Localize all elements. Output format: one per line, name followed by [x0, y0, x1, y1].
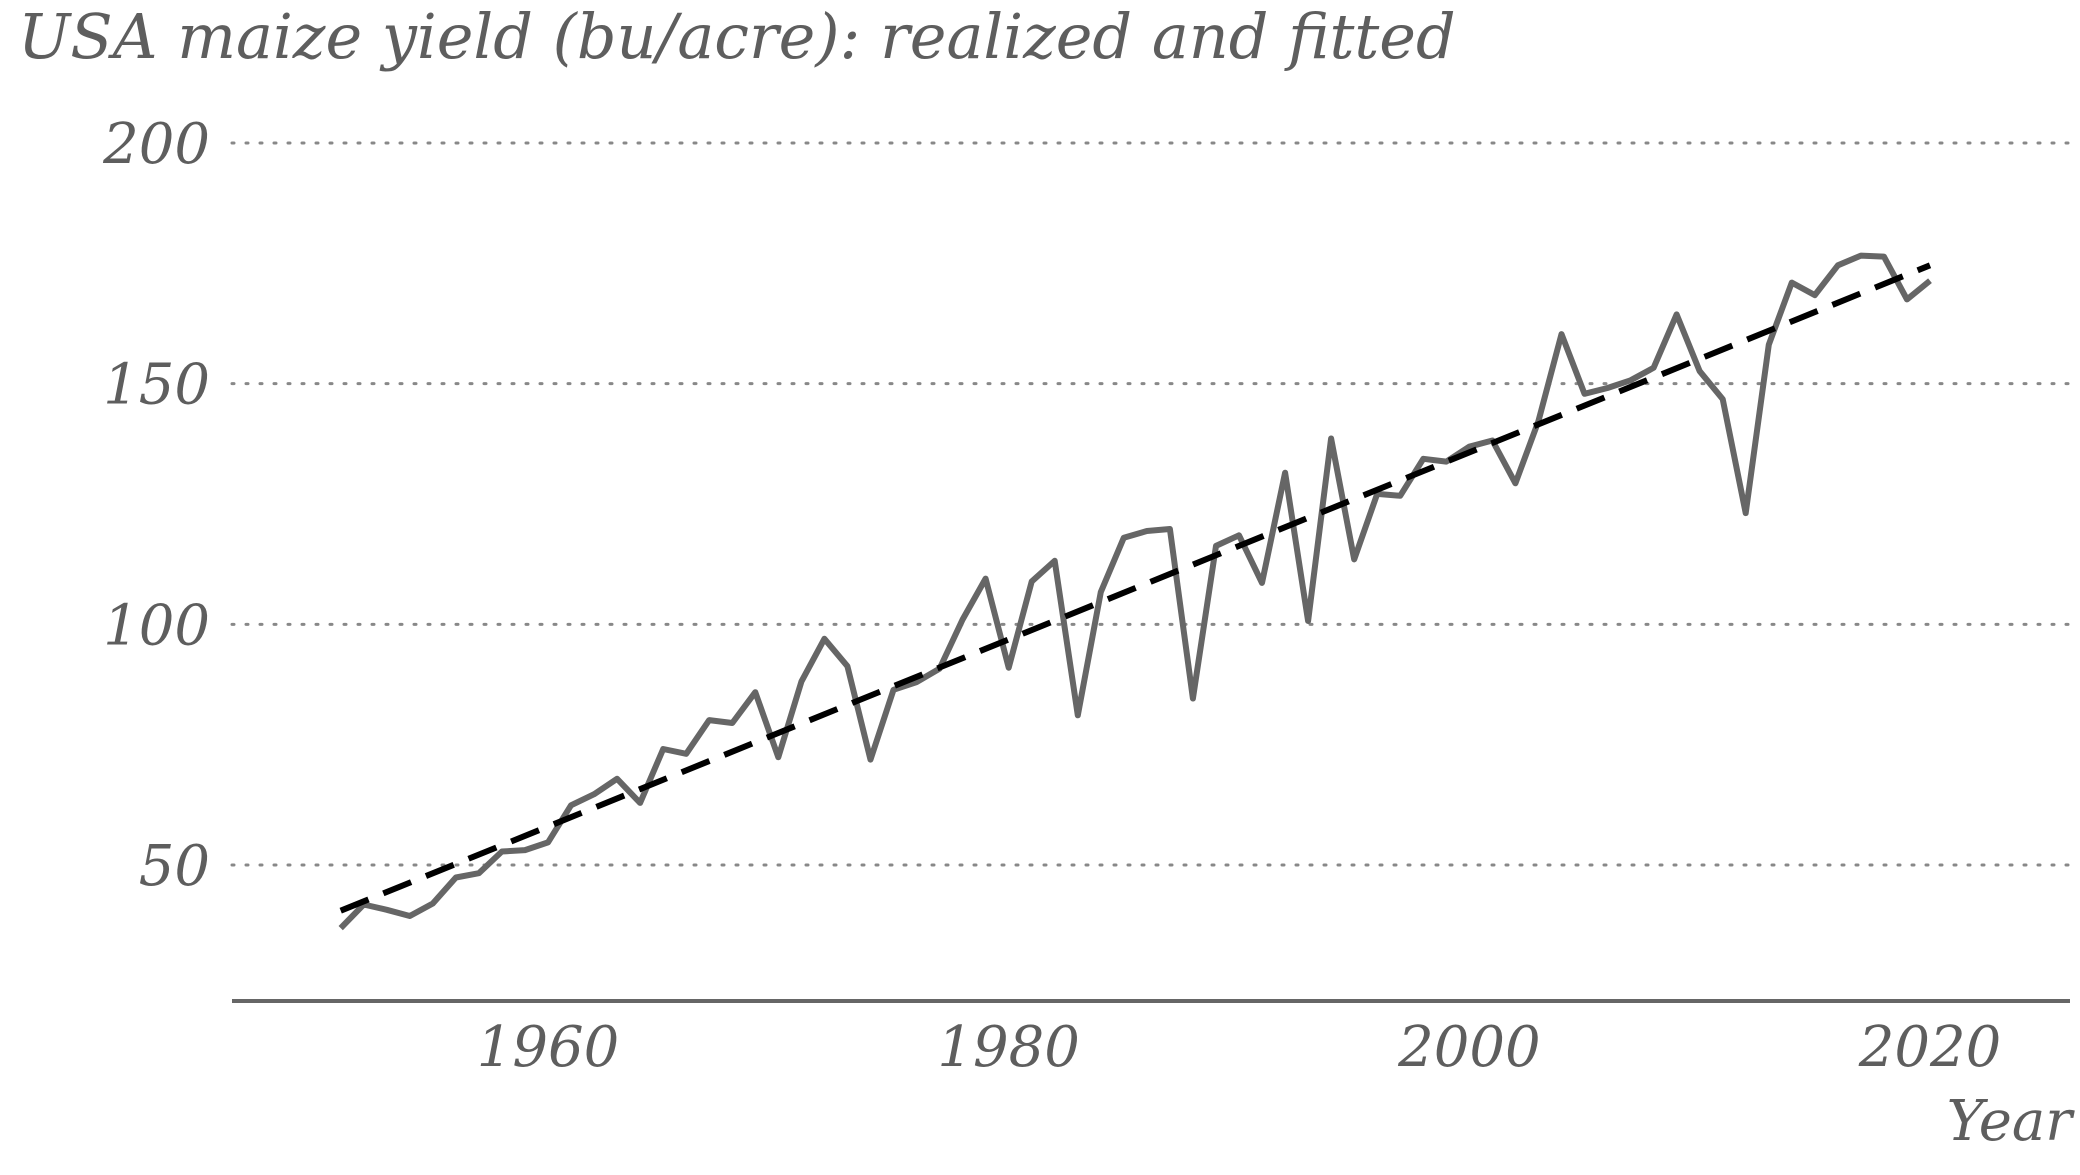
- data-point: [706, 717, 712, 723]
- data-point: [1720, 396, 1726, 402]
- data-point: [1559, 331, 1565, 337]
- data-point: [1512, 480, 1518, 486]
- data-point: [1651, 365, 1657, 371]
- data-point: [407, 913, 413, 919]
- x-tick-label: 2020: [1858, 1015, 2002, 1080]
- y-tick-label: 100: [103, 593, 210, 658]
- x-tick-label: 1960: [477, 1015, 620, 1080]
- y-tick-label: 200: [102, 112, 210, 177]
- data-point: [1259, 580, 1265, 586]
- data-point: [430, 901, 436, 907]
- chart-title: USA maize yield (bu/acre): realized and …: [18, 0, 1456, 73]
- data-point: [384, 907, 390, 913]
- data-point: [983, 576, 989, 582]
- data-point: [960, 617, 966, 623]
- data-point: [338, 925, 344, 931]
- data-point: [1121, 535, 1127, 541]
- data-point: [1927, 278, 1933, 284]
- data-point: [1881, 254, 1887, 260]
- data-point: [591, 791, 597, 797]
- x-axis-label: Year: [1947, 1089, 2076, 1154]
- data-point: [729, 720, 735, 726]
- data-point: [1167, 526, 1173, 532]
- realized-yield-line: [338, 252, 1932, 931]
- data-point: [1328, 436, 1334, 442]
- data-point: [1628, 377, 1634, 383]
- data-point: [1420, 456, 1426, 462]
- data-point: [1236, 532, 1242, 538]
- data-point: [522, 847, 528, 853]
- data-point: [1351, 556, 1357, 562]
- data-point: [844, 663, 850, 669]
- data-point: [1029, 579, 1035, 585]
- fitted-trend-line: [339, 262, 1932, 914]
- data-point: [1075, 712, 1081, 718]
- data-point: [499, 849, 505, 855]
- data-point: [1582, 391, 1588, 397]
- data-point: [1006, 665, 1012, 671]
- data-point: [1605, 385, 1611, 391]
- data-point: [1397, 493, 1403, 499]
- data-point: [1812, 292, 1818, 298]
- data-point: [1144, 528, 1150, 534]
- data-point: [775, 754, 781, 760]
- data-point: [660, 746, 666, 752]
- data-point: [1697, 368, 1703, 374]
- data-point: [1213, 543, 1219, 549]
- data-point: [476, 870, 482, 876]
- data-point: [1858, 253, 1864, 259]
- data-point: [1052, 558, 1058, 564]
- data-point: [1190, 696, 1196, 702]
- data-point: [568, 802, 574, 808]
- data-point: [637, 800, 643, 806]
- data-point: [1835, 262, 1841, 268]
- data-point: [683, 751, 689, 757]
- data-point: [1098, 589, 1104, 595]
- data-point: [1305, 618, 1311, 624]
- data-point: [614, 776, 620, 782]
- x-tick-label: 1980: [937, 1015, 1080, 1080]
- data-point: [868, 757, 874, 763]
- data-point: [1674, 311, 1680, 317]
- data-point: [821, 636, 827, 642]
- y-tick-label: 150: [103, 353, 210, 418]
- data-point: [1766, 342, 1772, 348]
- data-point: [453, 875, 459, 881]
- x-tick-label: 2000: [1397, 1015, 1541, 1080]
- data-point: [752, 689, 758, 695]
- data-point: [1743, 510, 1749, 516]
- data-point: [798, 679, 804, 685]
- data-point: [1789, 280, 1795, 286]
- data-point: [1904, 296, 1910, 302]
- y-tick-label: 50: [139, 834, 210, 899]
- data-point: [1282, 470, 1288, 476]
- data-point: [545, 839, 551, 845]
